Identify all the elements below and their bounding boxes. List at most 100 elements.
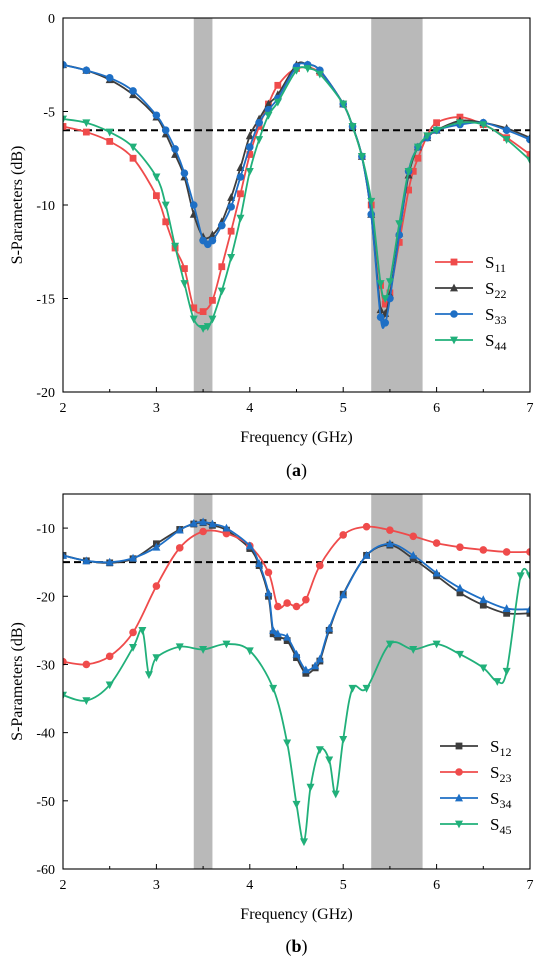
- data-point-S44-20: [292, 66, 301, 75]
- data-point-S23-16: [339, 531, 348, 539]
- data-point-S45-10: [222, 640, 231, 649]
- data-point-S45-12: [269, 684, 278, 693]
- data-point-S45-2: [82, 697, 91, 705]
- legend-marker: [450, 310, 458, 318]
- data-point-S34-6: [175, 525, 184, 534]
- data-point-S11-4: [129, 154, 137, 162]
- data-point-S11-30: [409, 167, 417, 175]
- data-point-S44-22: [315, 70, 324, 79]
- legend-marker: [450, 336, 458, 345]
- legend-label: S33: [485, 305, 506, 327]
- data-point-S12-16: [283, 637, 291, 644]
- data-point-S11-28: [395, 239, 403, 246]
- x-axis-title: Frequency (GHz): [240, 906, 352, 923]
- data-point-S45-8: [175, 643, 184, 652]
- x-tick-label-2: 3: [153, 401, 160, 416]
- data-point-S11-2: [82, 128, 90, 136]
- x-tick-label-5: 6: [433, 878, 440, 893]
- data-point-S44-17: [255, 136, 264, 144]
- data-point-S11-12: [218, 263, 226, 271]
- data-point-S44-30: [395, 220, 404, 229]
- y-tick-label-2: -20: [36, 590, 55, 605]
- data-point-S23-19: [409, 532, 418, 541]
- data-point-S23-21: [456, 543, 464, 551]
- data-point-S12-17: [293, 654, 300, 662]
- data-point-S45-24: [409, 646, 418, 654]
- data-point-S33-2: [82, 66, 91, 75]
- y-axis-title: S-Parameters (dB): [9, 622, 26, 741]
- x-tick-label-6: 7: [527, 401, 534, 416]
- data-point-S23-1: [63, 657, 67, 666]
- data-point-S11-15: [246, 151, 254, 158]
- data-point-S44-31: [404, 167, 413, 176]
- legend-item-S11: S11: [435, 253, 506, 275]
- panel-label: (a): [286, 460, 307, 481]
- series-S23: [63, 522, 530, 669]
- data-point-S34-10: [222, 523, 231, 532]
- data-point-S44-3: [105, 128, 114, 137]
- legend-item-S45: S45: [440, 815, 511, 837]
- data-point-S44-37: [502, 136, 511, 144]
- data-point-S23-17: [362, 522, 371, 531]
- data-point-S34-16: [283, 632, 292, 641]
- data-point-S45-1: [63, 691, 67, 700]
- data-point-S12-27: [456, 589, 464, 597]
- data-point-S11-11: [209, 296, 216, 304]
- data-point-S45-5: [138, 626, 147, 635]
- data-point-S11-13: [227, 227, 235, 235]
- data-point-S11-18: [274, 81, 282, 89]
- data-point-S22-15: [245, 131, 254, 140]
- data-point-S44-19: [273, 98, 282, 107]
- data-point-S45-11: [245, 647, 254, 656]
- legend: S11 S22 S33 S44: [435, 253, 506, 353]
- data-point-S12-25: [409, 555, 417, 563]
- data-point-S34-17: [292, 649, 301, 658]
- data-point-S11-8: [181, 265, 188, 272]
- data-point-S33-5: [152, 111, 161, 120]
- data-point-S33-6: [161, 126, 170, 134]
- data-point-S11-9: [190, 304, 198, 312]
- data-point-S34-27: [455, 583, 464, 592]
- data-point-S44-36: [479, 121, 488, 129]
- data-point-S44-34: [432, 126, 441, 135]
- legend-item-S23: S23: [440, 763, 511, 785]
- data-point-S33-7: [171, 145, 179, 153]
- legend-label: S12: [490, 737, 511, 759]
- data-point-S44-23: [339, 100, 348, 109]
- data-point-S23-13: [292, 602, 301, 611]
- x-tick-label-4: 5: [340, 401, 347, 416]
- legend-item-S44: S44: [435, 331, 506, 353]
- x-tick-label-3: 4: [246, 878, 253, 893]
- data-point-S23-11: [274, 602, 282, 611]
- legend-label: S45: [490, 815, 511, 837]
- data-point-S45-31: [526, 572, 530, 581]
- data-point-S11-1: [63, 123, 67, 130]
- legend-item-S12: S12: [440, 737, 511, 759]
- data-point-S45-27: [479, 664, 488, 673]
- y-tick-label-3: -30: [36, 658, 55, 673]
- y-tick-label-1: -10: [36, 522, 55, 537]
- legend-label: S11: [485, 253, 506, 275]
- data-point-S11-31: [414, 154, 422, 162]
- data-point-S23-24: [526, 548, 530, 556]
- data-point-S11-37: [526, 151, 530, 158]
- data-point-S23-8: [222, 529, 231, 538]
- data-point-S44-32: [413, 143, 422, 152]
- y-tick-label-4: -40: [36, 727, 55, 742]
- data-point-S33-8: [180, 169, 189, 178]
- legend-marker: [455, 793, 463, 802]
- data-point-S23-4: [129, 628, 137, 637]
- data-point-S34-24: [385, 539, 394, 548]
- data-point-S23-5: [152, 582, 161, 590]
- data-point-S45-7: [152, 654, 161, 663]
- data-point-S23-7: [199, 527, 207, 536]
- y-axis-title: S-Parameters (dB): [9, 146, 26, 265]
- y-tick-label-4: -15: [36, 293, 55, 308]
- data-point-S11-6: [162, 218, 170, 226]
- shaded-band-2: [371, 494, 423, 869]
- data-point-S34-14: [269, 625, 278, 634]
- data-point-S45-20: [339, 736, 348, 744]
- data-point-S34-23: [362, 550, 371, 559]
- data-point-S23-18: [386, 526, 394, 534]
